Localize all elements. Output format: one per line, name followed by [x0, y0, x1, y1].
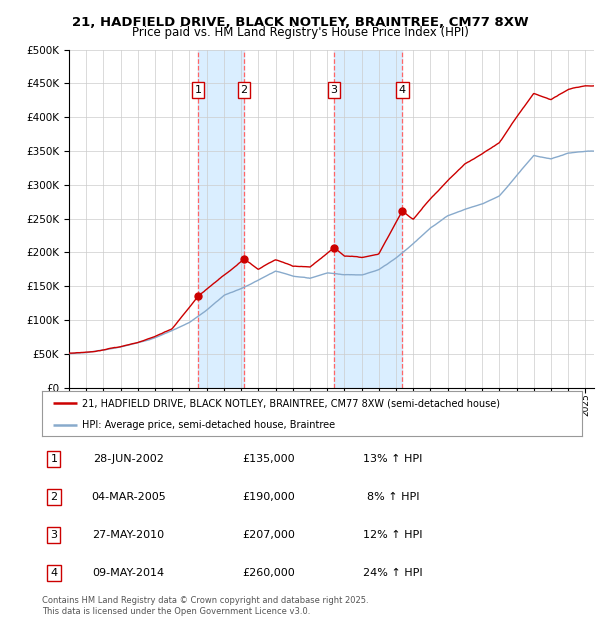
- Text: 4: 4: [50, 568, 58, 578]
- Text: 21, HADFIELD DRIVE, BLACK NOTLEY, BRAINTREE, CM77 8XW: 21, HADFIELD DRIVE, BLACK NOTLEY, BRAINT…: [71, 16, 529, 29]
- Text: 2: 2: [50, 492, 58, 502]
- Text: 13% ↑ HPI: 13% ↑ HPI: [364, 454, 422, 464]
- Text: £207,000: £207,000: [242, 530, 295, 540]
- Text: 1: 1: [194, 85, 202, 95]
- Text: £135,000: £135,000: [242, 454, 295, 464]
- Text: 28-JUN-2002: 28-JUN-2002: [93, 454, 164, 464]
- Text: 4: 4: [398, 85, 406, 95]
- Text: 12% ↑ HPI: 12% ↑ HPI: [363, 530, 423, 540]
- Bar: [334, 50, 402, 388]
- Text: Contains HM Land Registry data © Crown copyright and database right 2025.
This d: Contains HM Land Registry data © Crown c…: [42, 596, 368, 616]
- Text: 21, HADFIELD DRIVE, BLACK NOTLEY, BRAINTREE, CM77 8XW (semi-detached house): 21, HADFIELD DRIVE, BLACK NOTLEY, BRAINT…: [83, 398, 500, 409]
- Bar: [198, 50, 244, 388]
- Text: 3: 3: [331, 85, 338, 95]
- Text: 1: 1: [50, 454, 58, 464]
- Text: Price paid vs. HM Land Registry's House Price Index (HPI): Price paid vs. HM Land Registry's House …: [131, 26, 469, 39]
- Text: 8% ↑ HPI: 8% ↑ HPI: [367, 492, 419, 502]
- Text: 04-MAR-2005: 04-MAR-2005: [91, 492, 166, 502]
- Text: 2: 2: [241, 85, 248, 95]
- Text: 27-MAY-2010: 27-MAY-2010: [92, 530, 164, 540]
- Text: £190,000: £190,000: [242, 492, 295, 502]
- Text: 3: 3: [50, 530, 58, 540]
- Text: £260,000: £260,000: [242, 568, 295, 578]
- Text: 24% ↑ HPI: 24% ↑ HPI: [363, 568, 423, 578]
- Text: 09-MAY-2014: 09-MAY-2014: [92, 568, 164, 578]
- Text: HPI: Average price, semi-detached house, Braintree: HPI: Average price, semi-detached house,…: [83, 420, 335, 430]
